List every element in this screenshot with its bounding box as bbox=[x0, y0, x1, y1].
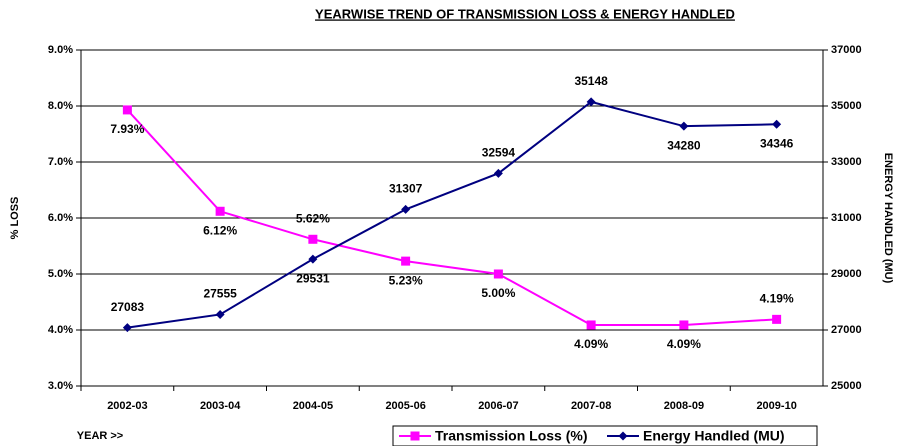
data-label: 27083 bbox=[111, 300, 145, 314]
y2-tick-label: 37000 bbox=[831, 44, 862, 56]
data-label: 5.23% bbox=[389, 273, 423, 287]
marker bbox=[122, 105, 132, 115]
marker bbox=[401, 256, 411, 266]
marker bbox=[308, 254, 318, 264]
y-tick-label: 5.0% bbox=[48, 268, 73, 280]
marker bbox=[493, 168, 503, 178]
data-label: 34346 bbox=[760, 136, 794, 150]
x-tick-label: 2006-07 bbox=[478, 400, 518, 412]
x-tick-label: 2008-09 bbox=[664, 400, 704, 412]
data-label: 4.09% bbox=[667, 337, 701, 351]
legend-label: Transmission Loss (%) bbox=[435, 428, 587, 444]
y2-tick-label: 35000 bbox=[831, 100, 862, 112]
marker bbox=[679, 320, 689, 330]
marker bbox=[122, 323, 132, 333]
data-label: 31307 bbox=[389, 182, 423, 196]
data-label: 6.12% bbox=[203, 223, 237, 237]
line bbox=[126, 109, 777, 326]
y-tick-label: 4.0% bbox=[48, 324, 73, 336]
marker bbox=[586, 320, 596, 330]
marker bbox=[401, 204, 411, 214]
x-tick-label: 2004-05 bbox=[293, 400, 333, 412]
x-tick-label: 2009-10 bbox=[756, 400, 796, 412]
y-tick-label: 9.0% bbox=[48, 44, 73, 56]
data-label: 4.19% bbox=[760, 292, 794, 306]
marker bbox=[410, 431, 420, 441]
marker bbox=[679, 121, 689, 131]
y2-axis-label: ENERGY HANDLED (MU) bbox=[882, 153, 894, 284]
x-tick-label: 2002-03 bbox=[107, 400, 147, 412]
marker bbox=[772, 119, 782, 129]
y2-tick-label: 29000 bbox=[831, 268, 862, 280]
marker bbox=[493, 269, 503, 279]
y2-tick-label: 33000 bbox=[831, 156, 862, 168]
data-label: 29531 bbox=[296, 271, 330, 285]
data-label: 27555 bbox=[203, 287, 237, 301]
data-label: 7.93% bbox=[110, 122, 144, 136]
marker bbox=[308, 234, 318, 244]
data-label: 5.62% bbox=[296, 211, 330, 225]
data-label: 4.09% bbox=[574, 337, 608, 351]
y-tick-label: 6.0% bbox=[48, 212, 73, 224]
y-tick-label: 3.0% bbox=[48, 380, 73, 392]
legend-box bbox=[392, 425, 818, 446]
marker bbox=[215, 309, 225, 319]
legend-label: Energy Handled (MU) bbox=[643, 428, 785, 444]
data-label: 32594 bbox=[482, 146, 516, 160]
data-label: 35148 bbox=[574, 74, 608, 88]
chart-title: YEARWISE TREND OF TRANSMISSION LOSS & EN… bbox=[315, 6, 735, 21]
x-axis-label: YEAR >> bbox=[77, 430, 123, 442]
data-label: 34280 bbox=[667, 138, 701, 152]
y2-tick-label: 25000 bbox=[831, 380, 862, 392]
marker bbox=[618, 431, 628, 441]
x-tick-label: 2003-04 bbox=[200, 400, 241, 412]
y2-tick-label: 31000 bbox=[831, 212, 862, 224]
line bbox=[127, 100, 777, 329]
x-tick-label: 2007-08 bbox=[571, 400, 611, 412]
x-tick-label: 2005-06 bbox=[385, 400, 425, 412]
marker bbox=[215, 206, 225, 216]
marker bbox=[586, 97, 596, 107]
marker bbox=[772, 314, 782, 324]
y-tick-label: 8.0% bbox=[48, 100, 73, 112]
y2-tick-label: 27000 bbox=[831, 324, 862, 336]
data-label: 5.00% bbox=[481, 286, 515, 300]
y-tick-label: 7.0% bbox=[48, 156, 73, 168]
y-axis-label: % LOSS bbox=[9, 197, 21, 240]
